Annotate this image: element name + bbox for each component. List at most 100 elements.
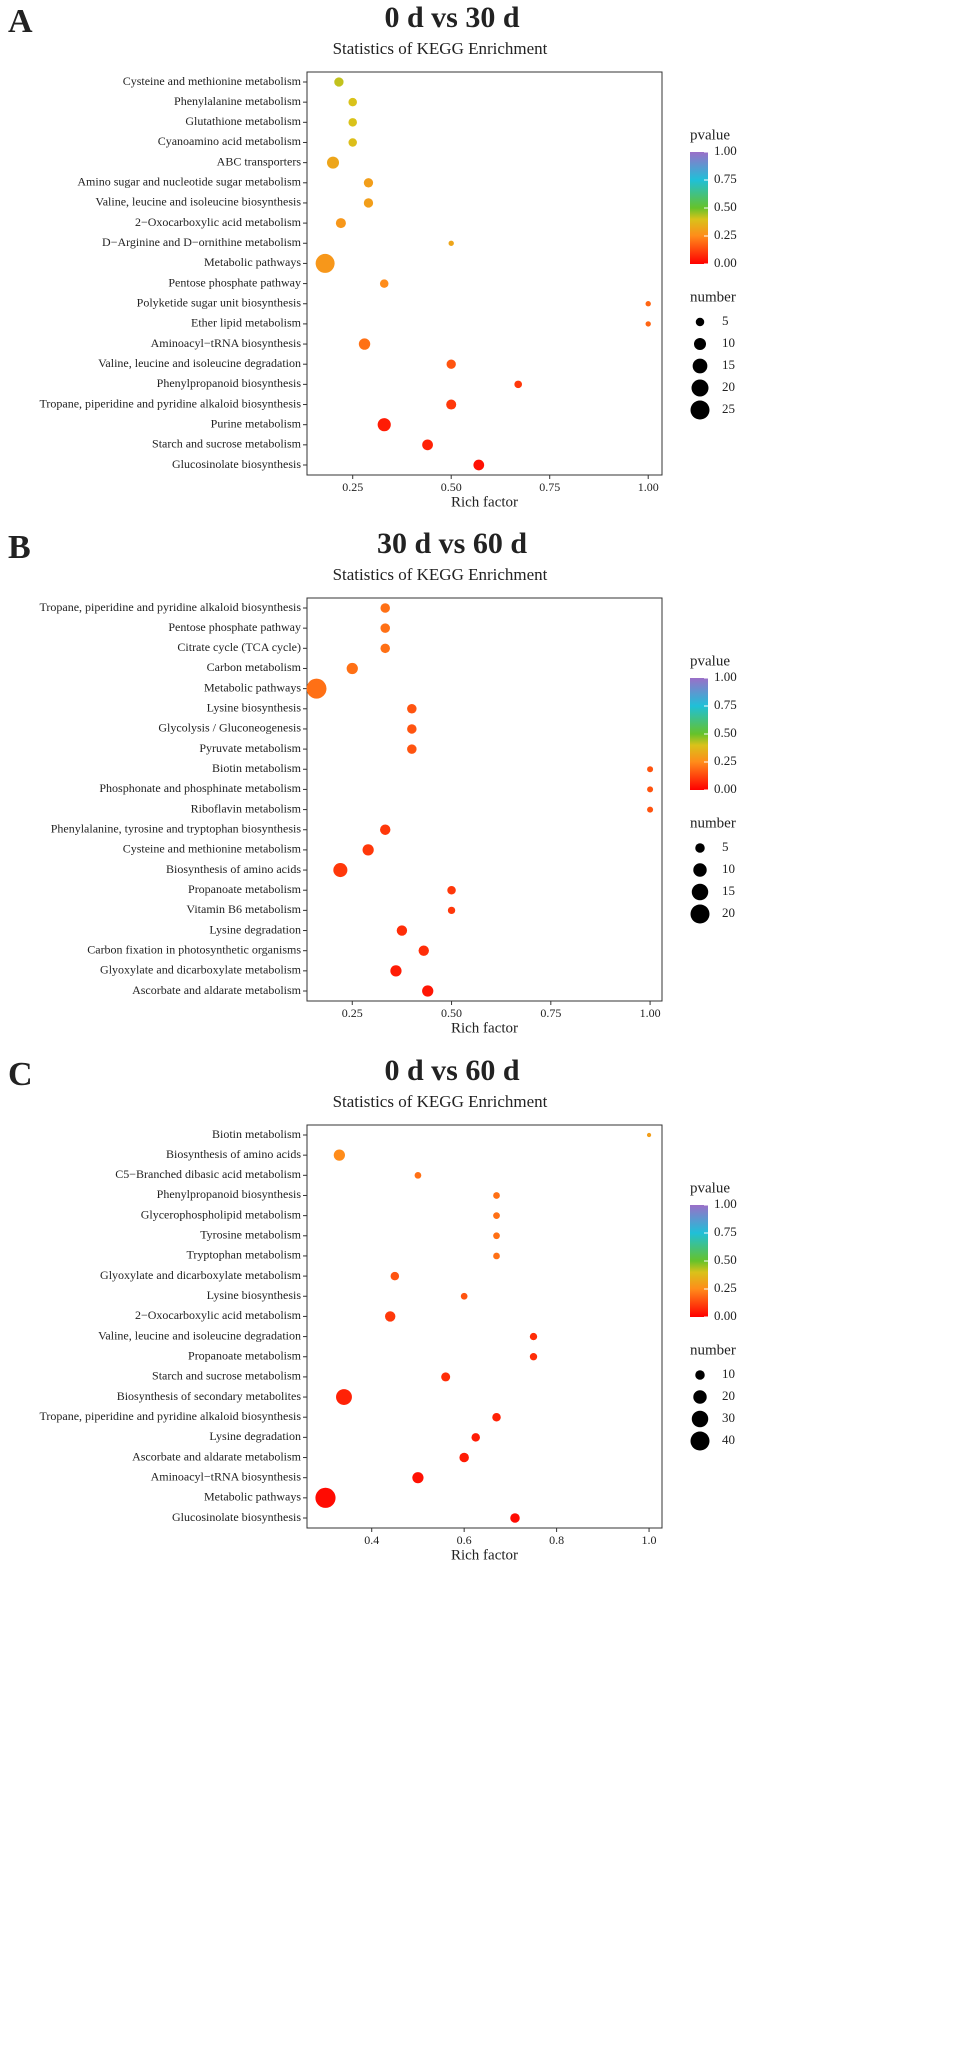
y-tick-label: Phenylpropanoid biosynthesis bbox=[157, 1187, 302, 1201]
panel-label: A bbox=[8, 3, 33, 40]
y-tick-label: Metabolic pathways bbox=[204, 255, 301, 269]
bubble bbox=[493, 1232, 500, 1240]
y-tick-label: Phenylalanine metabolism bbox=[174, 94, 302, 108]
size-legend-label: 20 bbox=[722, 379, 735, 394]
bubble bbox=[647, 806, 654, 813]
y-tick-label: Biosynthesis of amino acids bbox=[166, 862, 301, 876]
y-tick-label: Glutathione metabolism bbox=[185, 114, 301, 128]
chart-subtitle: Statistics of KEGG Enrichment bbox=[333, 39, 548, 58]
y-tick-label: Tropane, piperidine and pyridine alkaloi… bbox=[39, 396, 301, 410]
bubble bbox=[514, 380, 522, 389]
bubble bbox=[448, 240, 454, 246]
y-tick-label: Glucosinolate biosynthesis bbox=[172, 457, 301, 471]
colorbar-tick-label: 1.00 bbox=[714, 143, 737, 158]
bubble bbox=[447, 906, 456, 915]
bubble bbox=[348, 138, 357, 147]
colorbar-tick-label: 0.75 bbox=[714, 171, 737, 186]
y-tick-label: Phenylpropanoid biosynthesis bbox=[157, 376, 302, 390]
bubble bbox=[529, 1332, 538, 1341]
bubble bbox=[380, 623, 390, 633]
bubble bbox=[493, 1212, 500, 1219]
bubble bbox=[334, 77, 344, 87]
bubble bbox=[646, 1132, 652, 1138]
chart-subtitle: Statistics of KEGG Enrichment bbox=[333, 1092, 548, 1111]
y-tick-label: Phenylalanine, tyrosine and tryptophan b… bbox=[51, 821, 302, 835]
colorbar bbox=[690, 152, 708, 264]
x-tick-label: 1.0 bbox=[642, 1533, 657, 1547]
bubble bbox=[441, 1372, 451, 1382]
size-legend-label: 15 bbox=[722, 357, 735, 372]
chart-title: 0 d vs 30 d bbox=[384, 1, 519, 34]
colorbar-tick-label: 0.00 bbox=[714, 255, 737, 270]
y-tick-label: Tryptophan metabolism bbox=[186, 1248, 301, 1262]
y-tick-label: Starch and sucrose metabolism bbox=[152, 1369, 302, 1383]
bubble bbox=[326, 156, 340, 169]
y-tick-label: Glucosinolate biosynthesis bbox=[172, 1510, 301, 1524]
size-legend-bubble bbox=[695, 1370, 705, 1380]
y-tick-label: Ascorbate and aldarate metabolism bbox=[132, 983, 302, 997]
colorbar-tick-label: 0.50 bbox=[714, 725, 737, 740]
size-legend-label: 10 bbox=[722, 1366, 735, 1381]
size-legend-label: 5 bbox=[722, 313, 729, 328]
bubble bbox=[407, 724, 417, 734]
bubble bbox=[363, 198, 374, 208]
y-tick-label: C5−Branched dibasic acid metabolism bbox=[115, 1167, 301, 1181]
x-tick-label: 0.6 bbox=[457, 1533, 472, 1547]
chart-title: 0 d vs 60 d bbox=[384, 1054, 519, 1087]
y-tick-label: Amino sugar and nucleotide sugar metabol… bbox=[77, 175, 301, 189]
y-tick-label: Glycolysis / Gluconeogenesis bbox=[158, 721, 301, 735]
bubble bbox=[529, 1353, 538, 1361]
size-legend-title: number bbox=[690, 815, 736, 831]
size-legend-bubble bbox=[690, 400, 710, 420]
bubble bbox=[348, 97, 357, 107]
size-legend-bubble bbox=[692, 358, 708, 374]
bubble bbox=[492, 1412, 501, 1422]
bubble bbox=[412, 1472, 424, 1484]
x-tick-label: 0.50 bbox=[441, 480, 462, 494]
y-tick-label: Pentose phosphate pathway bbox=[168, 620, 301, 634]
chart-title: 30 d vs 60 d bbox=[377, 527, 527, 560]
y-tick-label: Carbon fixation in photosynthetic organi… bbox=[87, 942, 301, 956]
bubble bbox=[315, 1487, 336, 1508]
y-tick-label: Starch and sucrose metabolism bbox=[152, 437, 302, 451]
size-legend-label: 5 bbox=[722, 839, 729, 854]
bubble bbox=[645, 321, 651, 327]
size-legend-title: number bbox=[690, 289, 736, 305]
colorbar-title: pvalue bbox=[690, 653, 730, 669]
bubble bbox=[333, 1149, 345, 1161]
y-tick-label: 2−Oxocarboxylic acid metabolism bbox=[135, 215, 302, 229]
size-legend-label: 20 bbox=[722, 1388, 735, 1403]
x-axis-label: Rich factor bbox=[451, 494, 518, 510]
y-tick-label: Lysine biosynthesis bbox=[207, 1288, 302, 1302]
size-legend-label: 15 bbox=[722, 883, 735, 898]
bubble bbox=[306, 678, 327, 699]
panel-label: C bbox=[8, 1056, 33, 1093]
x-tick-label: 0.50 bbox=[441, 1006, 462, 1020]
colorbar-title: pvalue bbox=[690, 127, 730, 143]
size-legend-bubble bbox=[695, 317, 705, 327]
bubble bbox=[473, 459, 485, 471]
y-tick-label: Metabolic pathways bbox=[204, 680, 301, 694]
bubble bbox=[645, 301, 651, 307]
y-tick-label: Cysteine and methionine metabolism bbox=[123, 842, 302, 856]
y-tick-label: Lysine degradation bbox=[209, 1429, 301, 1443]
bubble bbox=[396, 925, 408, 936]
bubble bbox=[346, 662, 358, 675]
size-legend-label: 25 bbox=[722, 401, 735, 416]
y-tick-label: D−Arginine and D−ornithine metabolism bbox=[102, 235, 302, 249]
y-tick-label: Phosphonate and phosphinate metabolism bbox=[99, 781, 301, 795]
bubble bbox=[377, 418, 391, 432]
size-legend-bubble bbox=[695, 843, 705, 853]
bubble bbox=[407, 744, 417, 754]
bubble bbox=[647, 766, 654, 773]
y-tick-label: Lysine biosynthesis bbox=[207, 701, 302, 715]
y-tick-label: Polyketide sugar unit biosynthesis bbox=[137, 295, 302, 309]
y-tick-label: Ether lipid metabolism bbox=[191, 316, 302, 330]
bubble bbox=[390, 1271, 400, 1281]
colorbar-tick-label: 0.75 bbox=[714, 1224, 737, 1239]
plot-frame bbox=[306, 71, 663, 476]
colorbar-tick-label: 0.25 bbox=[714, 1280, 737, 1295]
bubble bbox=[460, 1292, 468, 1300]
y-tick-label: Ascorbate and aldarate metabolism bbox=[132, 1449, 302, 1463]
colorbar-tick-label: 0.00 bbox=[714, 1308, 737, 1323]
